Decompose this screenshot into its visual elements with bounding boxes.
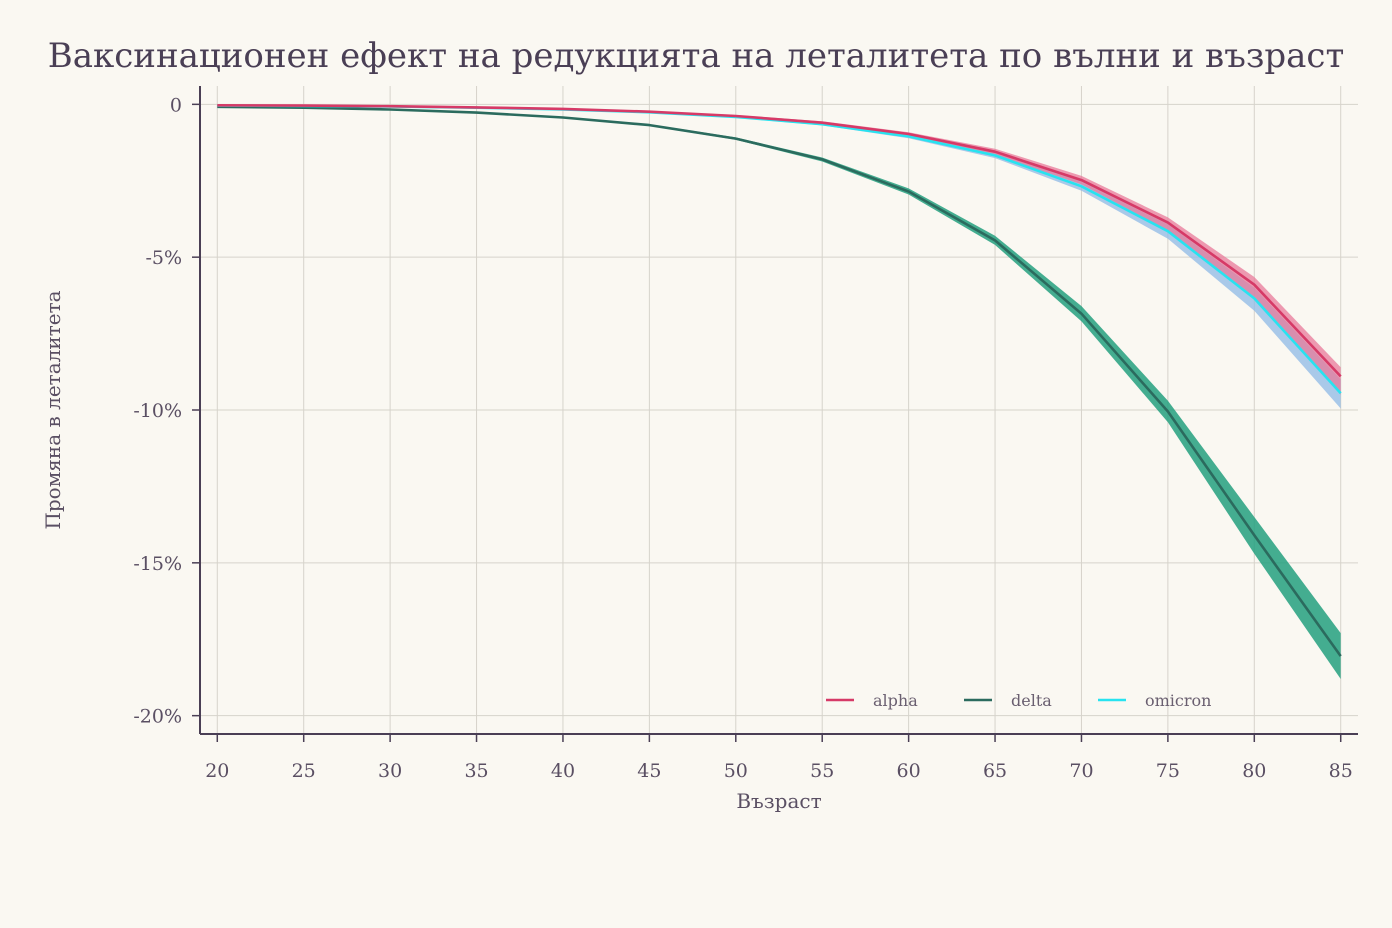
- band-delta: [217, 106, 1341, 679]
- x-tick-label: 70: [1069, 760, 1093, 782]
- gridlines: [200, 86, 1358, 734]
- confidence-bands: [217, 105, 1341, 679]
- chart-title: Ваксинационен ефект на редукцията на лет…: [48, 36, 1345, 76]
- x-tick-label: 50: [724, 760, 748, 782]
- line-alpha: [217, 104, 1342, 378]
- y-axis-ticks: 0 -5% -10% -15% -20%: [133, 94, 200, 728]
- line-delta: [217, 105, 1342, 657]
- legend-label: delta: [1011, 691, 1052, 710]
- x-axis-ticks: 20 25 30 35 40 45 50 55 60 65 70 75 80 85: [205, 734, 1353, 782]
- x-tick-label: 85: [1329, 760, 1353, 782]
- x-tick-label: 30: [378, 760, 402, 782]
- legend-item-omicron: omicron: [1098, 691, 1211, 710]
- x-tick-label: 25: [292, 760, 316, 782]
- y-tick-label: -5%: [145, 247, 182, 269]
- y-tick-label: -20%: [133, 706, 182, 728]
- x-tick-label: 60: [897, 760, 921, 782]
- y-tick-label: 0: [170, 94, 182, 116]
- x-tick-label: 55: [810, 760, 834, 782]
- y-axis-title: Промяна в леталитета: [41, 290, 65, 529]
- y-tick-label: -15%: [133, 553, 182, 575]
- series-lines: [217, 104, 1342, 657]
- legend-item-delta: delta: [964, 691, 1052, 710]
- x-tick-label: 80: [1242, 760, 1266, 782]
- legend-label: omicron: [1145, 691, 1211, 710]
- x-tick-label: 65: [983, 760, 1007, 782]
- x-tick-label: 75: [1156, 760, 1180, 782]
- x-axis-title: Възраст: [736, 789, 821, 813]
- legend-label: alpha: [873, 691, 918, 710]
- legend-item-alpha: alpha: [826, 691, 918, 710]
- band-omicron: [217, 105, 1341, 409]
- y-tick-label: -10%: [133, 400, 182, 422]
- x-tick-label: 45: [637, 760, 661, 782]
- legend: alpha delta omicron: [826, 691, 1211, 710]
- x-tick-label: 40: [551, 760, 575, 782]
- x-tick-label: 20: [205, 760, 229, 782]
- x-tick-label: 35: [464, 760, 488, 782]
